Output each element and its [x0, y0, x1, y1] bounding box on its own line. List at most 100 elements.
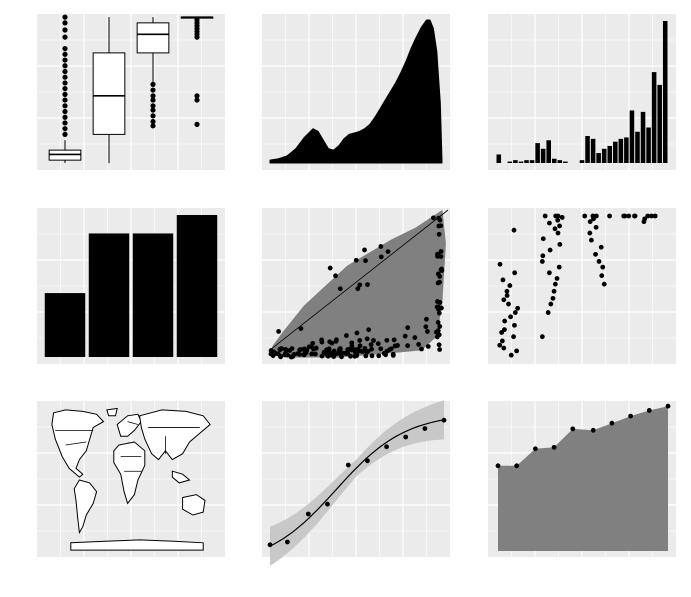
histogram-bar: [640, 111, 646, 163]
histogram-bar: [601, 148, 607, 163]
scatter-point: [337, 346, 343, 351]
line-point: [267, 542, 273, 548]
panel-6: [488, 208, 676, 364]
panel-9: [488, 401, 676, 557]
confidence-band: [270, 400, 444, 566]
strip-point: [504, 288, 510, 294]
strip-point: [497, 342, 503, 348]
scatter-point: [312, 351, 318, 357]
histogram-bar: [657, 84, 662, 163]
strip-point: [506, 301, 511, 307]
histogram-bar: [607, 145, 613, 163]
panel-4: [37, 208, 225, 364]
scatter-point: [437, 300, 443, 305]
scatter-point: [435, 319, 441, 325]
strip-point: [547, 247, 553, 253]
strip-point: [593, 251, 598, 257]
box-outlier: [62, 91, 68, 97]
line-point: [345, 462, 351, 468]
scatter-point: [291, 352, 297, 357]
bar: [44, 293, 86, 357]
scatter-point: [416, 342, 422, 347]
scatter-point: [438, 223, 444, 229]
line-point: [384, 444, 389, 450]
strip-point: [540, 236, 546, 242]
box-outlier: [150, 103, 156, 109]
box-outlier: [62, 126, 68, 132]
scatter-point: [385, 249, 391, 254]
scatter-point: [310, 340, 316, 346]
strip-point: [500, 277, 506, 283]
area-point: [495, 463, 501, 469]
scatter-point: [306, 344, 312, 350]
area-point: [590, 427, 596, 433]
strip-point: [504, 293, 510, 298]
strip-point: [599, 273, 605, 279]
box-outlier: [62, 74, 68, 80]
strip-point: [607, 213, 612, 219]
histogram-bar: [651, 72, 657, 163]
scatter-point: [395, 343, 400, 348]
strip-point: [507, 283, 513, 288]
scatter-point: [438, 249, 444, 254]
histogram-bar: [629, 110, 635, 163]
panel-8: [262, 400, 450, 566]
country-shape: [73, 479, 98, 535]
box-outlier: [150, 97, 156, 103]
strip-point: [501, 297, 507, 303]
scatter-point: [436, 332, 442, 338]
scatter-point: [324, 351, 330, 357]
histogram-bar: [563, 161, 568, 163]
scatter-point: [331, 348, 337, 354]
panel-2: [262, 14, 450, 170]
strip-point: [554, 276, 560, 281]
panel-3: [488, 14, 676, 170]
box-outlier: [62, 57, 68, 63]
scatter-point: [368, 342, 374, 348]
scatter-point: [425, 344, 431, 349]
strip-point: [502, 318, 508, 324]
strip-point: [512, 310, 518, 315]
box-outlier: [62, 114, 68, 120]
scatter-point: [424, 316, 429, 322]
trend-line: [269, 209, 449, 351]
line-point: [285, 539, 290, 545]
strip-point: [587, 230, 593, 236]
scatter-point: [271, 349, 277, 355]
scatter-point: [357, 282, 363, 288]
scatter-point: [333, 338, 339, 344]
strip-point: [545, 310, 551, 315]
histogram-bar: [496, 154, 502, 163]
strip-point: [512, 270, 518, 276]
area-point: [533, 446, 538, 452]
strip-point: [598, 244, 604, 250]
scatter-point: [319, 353, 325, 359]
strip-point: [559, 215, 565, 220]
scatter-point: [298, 326, 304, 331]
strip-point: [642, 216, 648, 222]
box-outlier: [62, 97, 68, 103]
scatter-point: [436, 342, 442, 348]
histogram-bar: [618, 138, 624, 163]
box-outlier: [194, 121, 200, 127]
histogram-bar: [596, 153, 601, 163]
box-body: [136, 22, 170, 54]
panel-5: [262, 208, 450, 364]
country-shape: [106, 407, 118, 417]
histogram-bar: [524, 160, 529, 163]
density-area: [269, 19, 443, 164]
scatter-point: [344, 333, 349, 338]
scatter-point: [355, 286, 361, 292]
strip-point: [551, 288, 557, 294]
area-fill: [498, 406, 668, 551]
area-point: [609, 420, 615, 426]
strip-point: [550, 295, 556, 301]
area-point: [665, 403, 671, 409]
box-outlier: [62, 131, 68, 137]
strip-point: [512, 322, 517, 328]
scatter-point: [297, 347, 303, 353]
scatter-point: [313, 345, 319, 351]
strip-point: [590, 213, 596, 219]
